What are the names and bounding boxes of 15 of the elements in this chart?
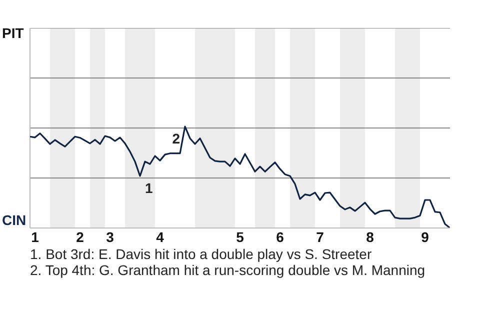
annotation: 1 (145, 180, 153, 196)
x-tick-label: 5 (236, 229, 244, 245)
x-tick-label: 4 (156, 229, 164, 245)
x-tick-label: 6 (276, 229, 284, 245)
text: 2. Top 4th: G. Grantham hit a run-scoring double vs M. Manning (30, 262, 426, 278)
x-tick-label: 2 (76, 229, 84, 245)
x-tick-label: 8 (366, 229, 374, 245)
text: CIN (2, 212, 26, 228)
x-tick-label: 1 (31, 229, 40, 245)
text: 1. Bot 3rd: E. Davis hit into a double play vs S. Streeter (30, 246, 373, 262)
x-tick-label: 7 (316, 229, 324, 245)
text: PIT (2, 25, 24, 41)
annotation: 2 (172, 130, 180, 147)
x-tick-label: 9 (421, 229, 430, 245)
x-tick-label: 3 (106, 229, 114, 245)
